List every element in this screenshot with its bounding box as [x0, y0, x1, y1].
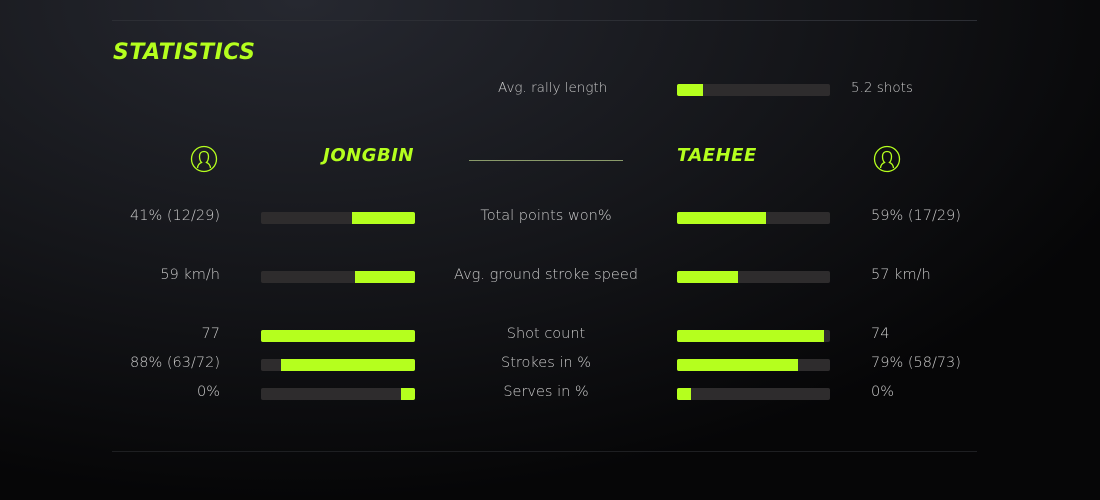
header-divider: [469, 160, 623, 161]
right-value: 0%: [871, 384, 895, 400]
right-bar: [677, 359, 830, 371]
left-bar-fill: [281, 359, 415, 371]
left-value: 41% (12/29): [130, 208, 220, 224]
left-bar: [261, 359, 415, 371]
left-value: 0%: [196, 384, 220, 400]
right-value: 79% (58/73): [871, 355, 961, 371]
left-bar-fill: [351, 212, 415, 224]
rally-bar-fill: [677, 84, 703, 96]
right-bar: [677, 330, 830, 342]
right-value: 74: [871, 326, 890, 342]
right-bar-fill: [677, 330, 824, 342]
page-title: STATISTICS: [113, 40, 256, 65]
left-value: 59 km/h: [160, 267, 220, 283]
left-bar-fill: [261, 330, 415, 342]
left-bar: [261, 388, 415, 400]
user-circle-icon: [190, 145, 218, 173]
right-bar-fill: [677, 388, 691, 400]
right-value: 59% (17/29): [871, 208, 961, 224]
left-bar: [261, 271, 415, 283]
right-bar-fill: [677, 212, 766, 224]
user-circle-icon: [873, 145, 901, 173]
left-bar-fill: [354, 271, 415, 283]
stat-label: Serves in %: [503, 384, 589, 400]
stat-label: Total points won%: [480, 208, 612, 224]
player-left-name: JONGBIN: [323, 145, 414, 166]
right-bar-fill: [677, 271, 739, 283]
right-bar: [677, 212, 830, 224]
left-bar-fill: [401, 388, 415, 400]
rally-value: 5.2 shots: [851, 80, 913, 96]
rally-label: Avg. rally length: [498, 80, 608, 96]
stat-label: Strokes in %: [501, 355, 591, 371]
player-right-name: TAEHEE: [677, 145, 757, 166]
right-bar: [677, 271, 830, 283]
right-bar: [677, 388, 830, 400]
bottom-divider: [112, 451, 977, 452]
left-value: 88% (63/72): [130, 355, 220, 371]
stat-label: Shot count: [506, 326, 586, 342]
stat-label: Avg. ground stroke speed: [454, 267, 638, 283]
left-bar: [261, 330, 415, 342]
top-divider: [112, 20, 977, 21]
rally-bar: [677, 84, 830, 96]
right-bar-fill: [677, 359, 798, 371]
right-value: 57 km/h: [871, 267, 931, 283]
left-value: 77: [201, 326, 220, 342]
left-bar: [261, 212, 415, 224]
